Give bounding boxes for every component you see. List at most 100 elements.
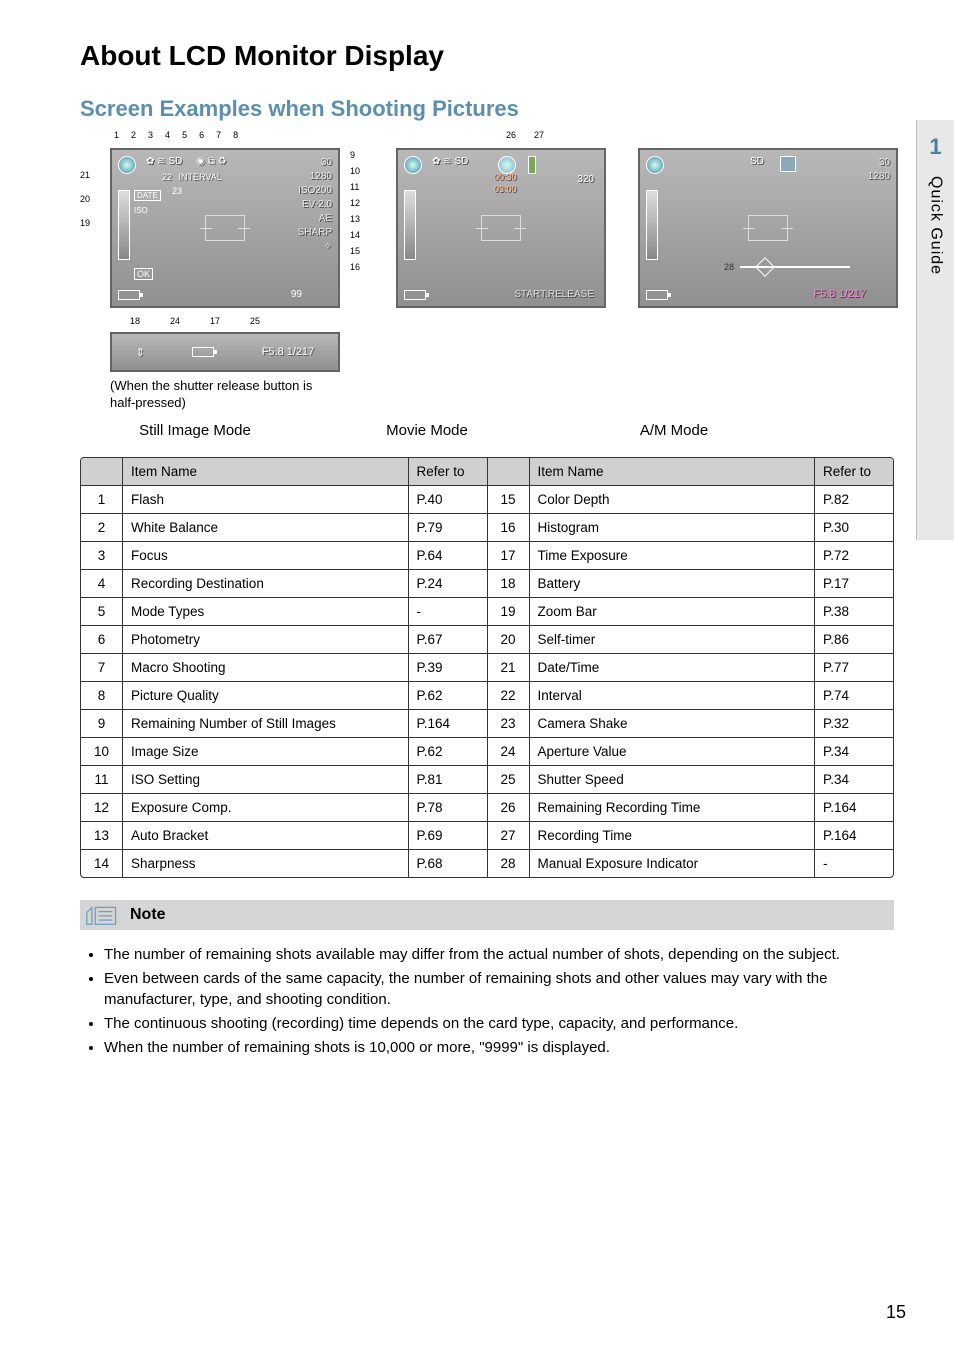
side-tab: 1 Quick Guide	[916, 120, 954, 540]
table-row: 10Image SizeP.62	[81, 738, 487, 766]
table-row: 22IntervalP.74	[488, 682, 894, 710]
cell-name: Remaining Number of Still Images	[123, 710, 409, 737]
page-title: About LCD Monitor Display	[80, 40, 894, 72]
cell-ref: P.164	[815, 794, 893, 821]
cell-num: 14	[81, 850, 123, 877]
lcd-right-info: 30 1280 ISO200 EV-2.0 AE SHARP ✧	[298, 156, 332, 254]
cell-name: Sharpness	[123, 850, 409, 877]
lcd-start: START:RELEASE	[514, 289, 594, 300]
cell-ref: P.72	[815, 542, 893, 569]
lcd-info: 99	[291, 289, 302, 300]
cell-ref: P.64	[409, 542, 487, 569]
battery-icon	[404, 290, 426, 300]
table-row: 28Manual Exposure Indicator-	[488, 850, 894, 877]
cell-ref: P.17	[815, 570, 893, 597]
cell-name: Date/Time	[530, 654, 816, 681]
zoom-bar-icon	[118, 190, 130, 260]
note-item: The continuous shooting (recording) time…	[104, 1013, 894, 1035]
table-row: 2White BalanceP.79	[81, 514, 487, 542]
zoom-bar-icon	[404, 190, 416, 260]
cell-num: 1	[81, 486, 123, 513]
cell-ref: P.39	[409, 654, 487, 681]
cell-name: Camera Shake	[530, 710, 816, 737]
table-row: 4Recording DestinationP.24	[81, 570, 487, 598]
cell-name: Interval	[530, 682, 816, 709]
cell-name: Focus	[123, 542, 409, 569]
cell-name: Shutter Speed	[530, 766, 816, 793]
lcd-interval: INTERVAL	[179, 172, 222, 182]
cell-num: 8	[81, 682, 123, 709]
cell-num: 18	[488, 570, 530, 597]
table-header-num	[81, 458, 123, 485]
callout: 18	[130, 316, 140, 326]
table-row: 9Remaining Number of Still ImagesP.164	[81, 710, 487, 738]
callout: 6	[199, 130, 204, 140]
globe-icon	[404, 156, 422, 174]
callout: 14	[350, 230, 360, 240]
callout: 19	[80, 218, 90, 228]
cell-num: 12	[81, 794, 123, 821]
cell-num: 22	[488, 682, 530, 709]
table-row: 15Color DepthP.82	[488, 486, 894, 514]
page-number: 15	[886, 1302, 906, 1323]
cell-num: 5	[81, 598, 123, 625]
lcd-movie: ✿ ≋ SD 00:30 03:00 320 START:RELEASE	[396, 148, 606, 308]
cell-ref: P.78	[409, 794, 487, 821]
lcd-time2: 03:00	[494, 184, 517, 194]
callout: 26	[506, 130, 516, 140]
callout: 21	[80, 170, 90, 180]
table-row: 3FocusP.64	[81, 542, 487, 570]
cell-name: Exposure Comp.	[123, 794, 409, 821]
table-row: 1FlashP.40	[81, 486, 487, 514]
reference-table: Item Name Refer to 1FlashP.402White Bala…	[80, 457, 894, 878]
callout: 9	[350, 150, 360, 160]
cell-ref: P.86	[815, 626, 893, 653]
chapter-label: Quick Guide	[927, 176, 945, 275]
cell-ref: P.74	[815, 682, 893, 709]
callout: 10	[350, 166, 360, 176]
lcd-am: SD 30 1280 28 F5.8 1/217	[638, 148, 898, 308]
cell-num: 16	[488, 514, 530, 541]
mode-label-am: A/M Mode	[544, 422, 804, 439]
lcd-time1: 00:30	[494, 172, 517, 182]
note-bar: Note	[80, 900, 894, 930]
table-row: 27Recording TimeP.164	[488, 822, 894, 850]
lcd-num23: 23	[172, 186, 182, 196]
table-row: 18BatteryP.17	[488, 570, 894, 598]
cell-name: Color Depth	[530, 486, 816, 513]
lcd-iso: ISO	[134, 206, 148, 215]
section-subtitle: Screen Examples when Shooting Pictures	[80, 96, 894, 122]
lcd-icons: ✿ ≋ SD	[146, 156, 182, 167]
lcd-icons: ✿ ≋ SD	[432, 156, 468, 167]
callout: 27	[534, 130, 544, 140]
cell-ref: P.67	[409, 626, 487, 653]
callout: 12	[350, 198, 360, 208]
callout: 20	[80, 194, 90, 204]
cell-num: 28	[488, 850, 530, 877]
focus-target-icon	[481, 215, 521, 241]
table-header-num	[488, 458, 530, 485]
note-item: When the number of remaining shots is 10…	[104, 1037, 894, 1059]
cell-ref: P.34	[815, 738, 893, 765]
focus-target-icon	[748, 215, 788, 241]
cell-num: 2	[81, 514, 123, 541]
cell-ref: P.30	[815, 514, 893, 541]
cell-name: Mode Types	[123, 598, 409, 625]
table-header-name: Item Name	[123, 458, 409, 485]
cell-num: 27	[488, 822, 530, 849]
table-row: 24Aperture ValueP.34	[488, 738, 894, 766]
cell-num: 19	[488, 598, 530, 625]
table-row: 25Shutter SpeedP.34	[488, 766, 894, 794]
callout: 28	[724, 262, 734, 272]
cell-name: Auto Bracket	[123, 822, 409, 849]
lcd-sd: SD	[750, 156, 764, 167]
battery-icon	[118, 290, 140, 300]
cell-name: Recording Time	[530, 822, 816, 849]
lcd-sub-icons: ◉ ⧉ ♻	[196, 156, 226, 167]
diagram-row: 1 2 3 4 5 6 7 8 21 20 19 9	[80, 130, 894, 412]
table-row: 5Mode Types-	[81, 598, 487, 626]
cell-name: Picture Quality	[123, 682, 409, 709]
table-header-ref: Refer to	[815, 458, 893, 485]
cell-ref: P.77	[815, 654, 893, 681]
table-row: 11ISO SettingP.81	[81, 766, 487, 794]
